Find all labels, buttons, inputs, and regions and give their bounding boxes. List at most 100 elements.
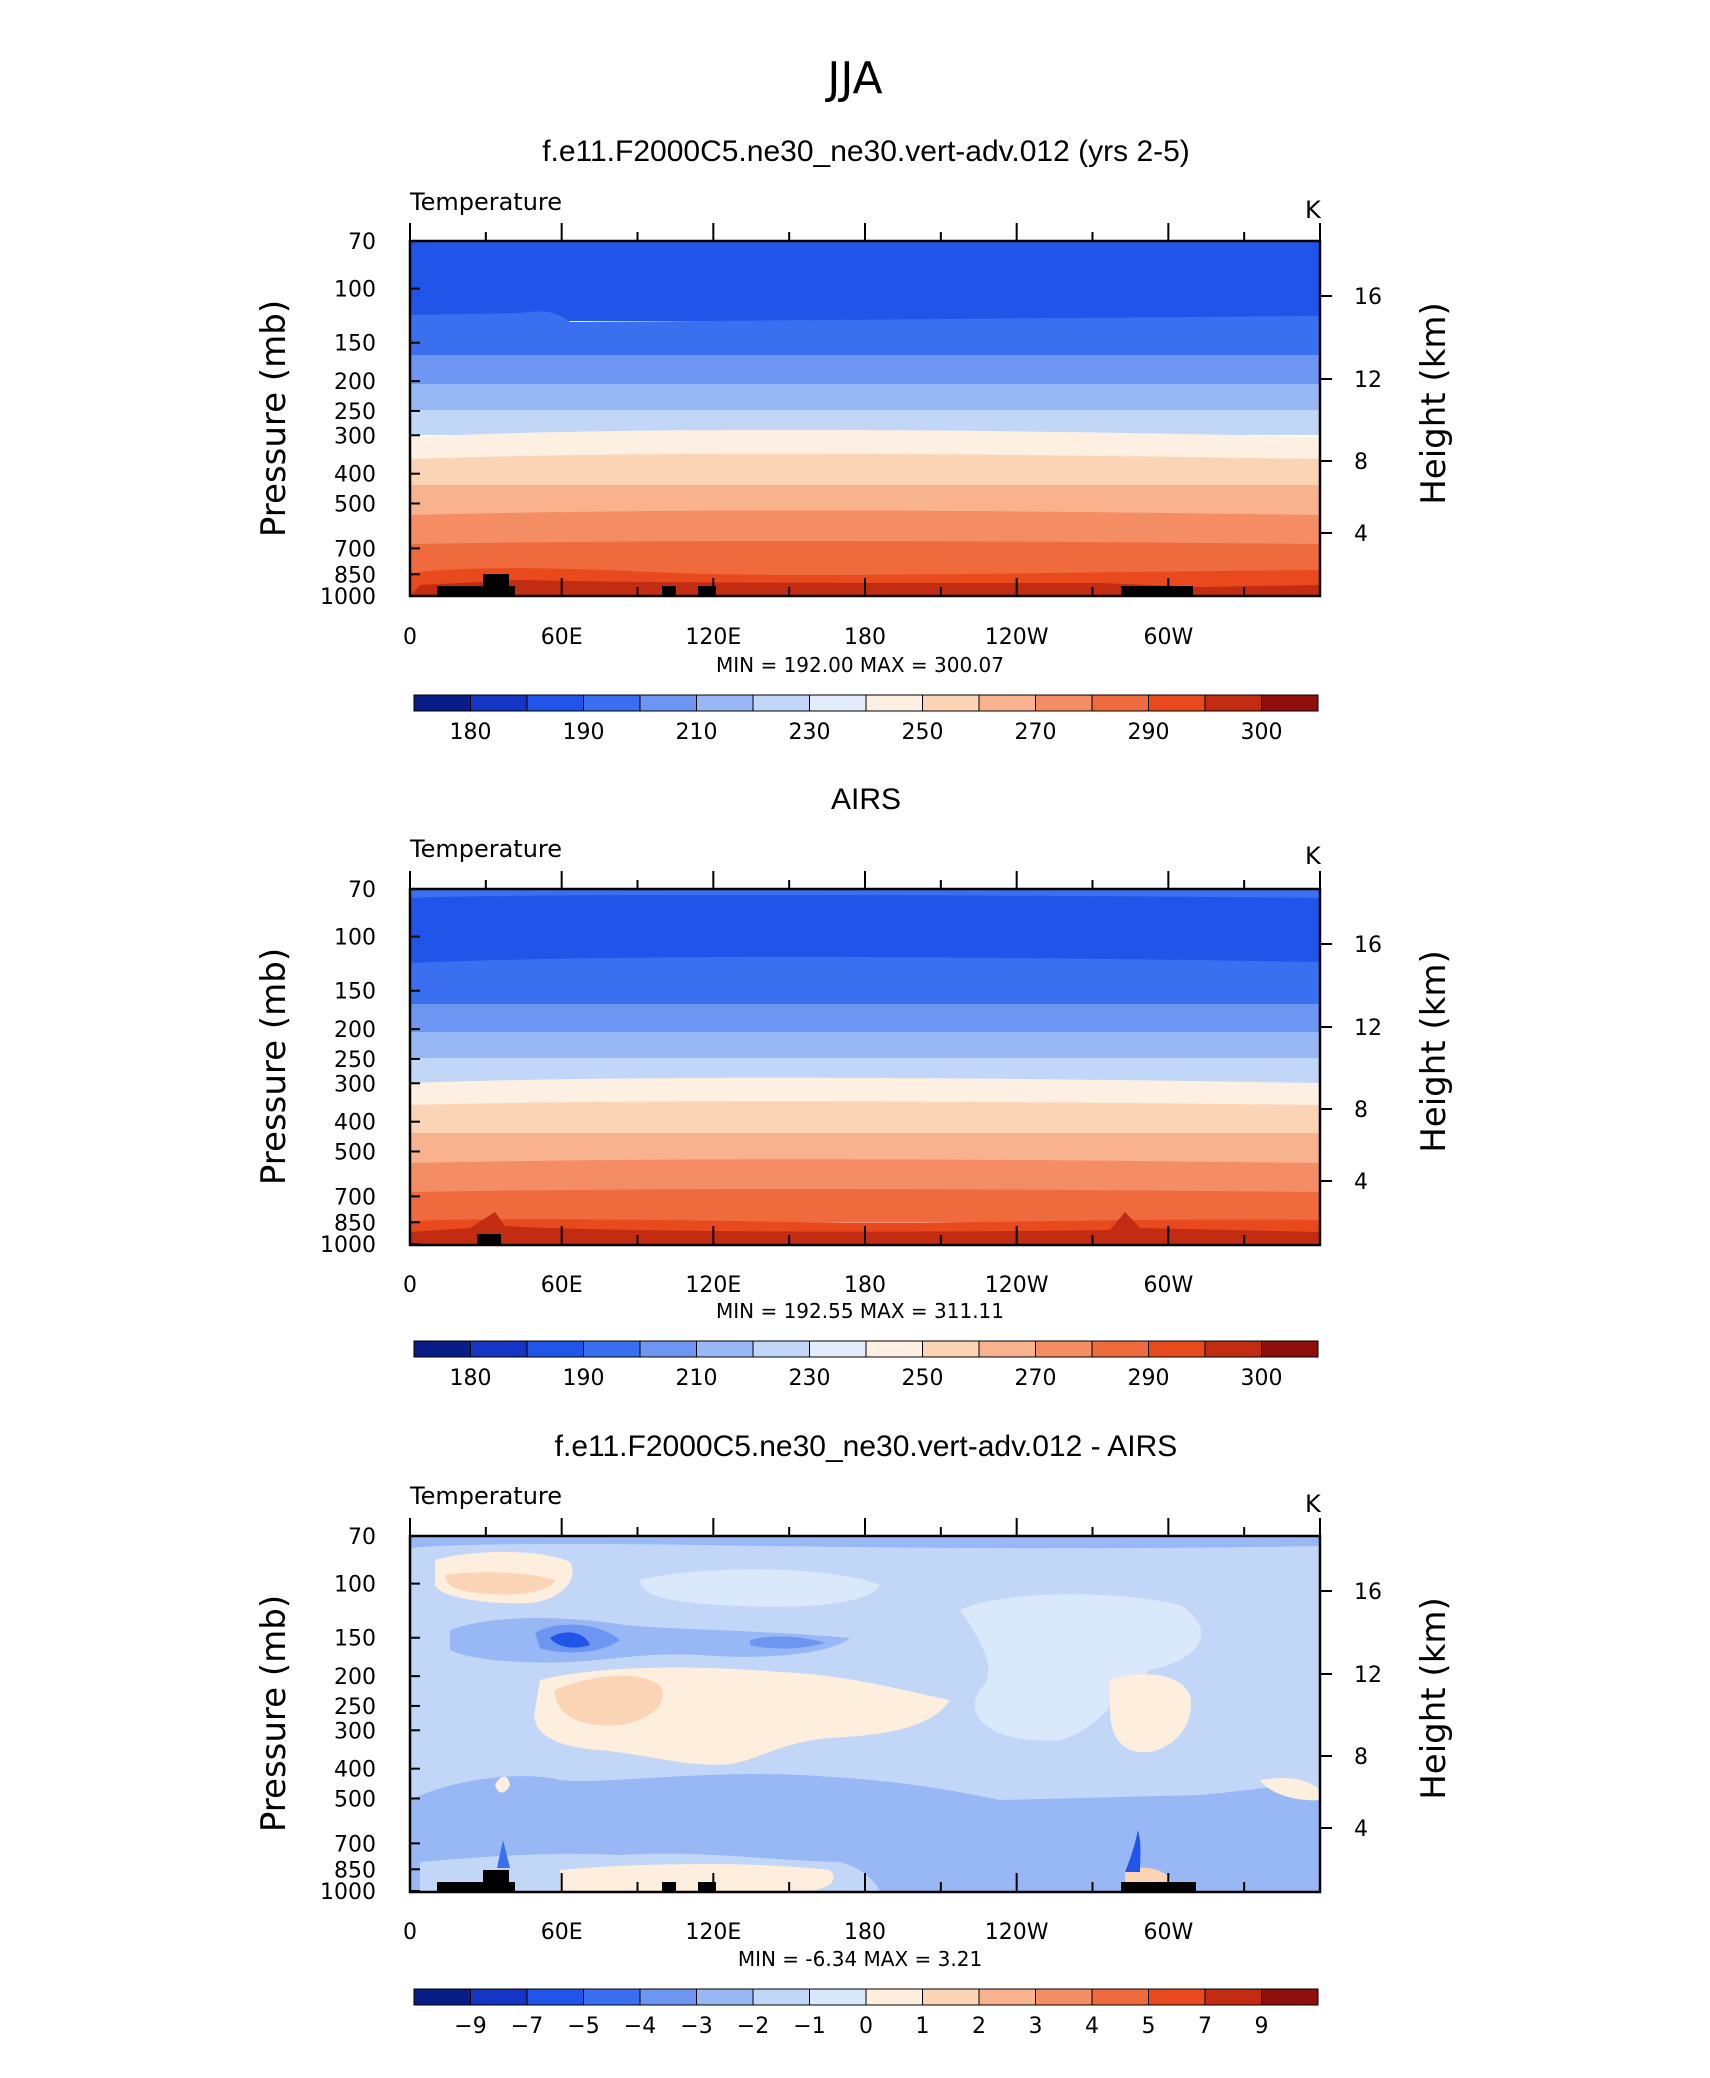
colorbar-swatch xyxy=(922,694,980,712)
colorbar-label: −2 xyxy=(737,2014,769,2039)
pressure-tick-label: 300 xyxy=(334,424,376,449)
pressure-tick-label: 250 xyxy=(334,1048,376,1073)
colorbar-swatch xyxy=(1035,1340,1093,1358)
colorbar-label: 190 xyxy=(563,720,605,745)
band xyxy=(410,1133,1320,1163)
colorbar-label: 250 xyxy=(902,720,944,745)
band xyxy=(410,1101,1320,1135)
colorbar-swatch xyxy=(1261,1988,1319,2006)
colorbar-swatch xyxy=(639,1988,697,2006)
band xyxy=(410,485,1320,515)
pressure-tick-label: 250 xyxy=(334,1695,376,1720)
colorbar-swatch xyxy=(526,1988,584,2006)
band xyxy=(410,895,1320,965)
lon-tick-label: 120E xyxy=(685,1920,741,1945)
y-axis-title: Pressure (mb) xyxy=(254,948,294,1185)
region xyxy=(960,1594,1202,1741)
colorbar-label: 180 xyxy=(450,720,492,745)
y2-axis-title: Height (km) xyxy=(1414,950,1454,1153)
pressure-tick-label: 150 xyxy=(334,980,376,1005)
lon-tick-label: 180 xyxy=(844,1920,886,1945)
lon-tick-label: 120E xyxy=(685,625,741,650)
colorbar-swatch xyxy=(1091,1340,1149,1358)
colorbar-label: 300 xyxy=(1241,1366,1283,1391)
colorbar-swatch xyxy=(413,1988,471,2006)
region xyxy=(560,1864,834,1892)
pressure-tick-label: 850 xyxy=(334,1211,376,1236)
colorbar-swatch xyxy=(809,1340,867,1358)
colorbar: −9 −7 −5 −4 −3 −2 −1 0 1 2 3 4 5 7 9 xyxy=(413,1988,1319,2039)
colorbar-label: 250 xyxy=(902,1366,944,1391)
colorbar-swatch xyxy=(1035,694,1093,712)
colorbar-label: 9 xyxy=(1255,2014,1269,2039)
height-tick-label: 16 xyxy=(1354,1580,1382,1605)
height-tick-label: 16 xyxy=(1354,285,1382,310)
colorbar-label: 290 xyxy=(1128,720,1170,745)
band xyxy=(410,384,1320,411)
colorbar-label: 7 xyxy=(1198,2014,1212,2039)
colorbar-label: 3 xyxy=(1029,2014,1043,2039)
colorbar-label: 180 xyxy=(450,1366,492,1391)
lon-tick-label: 0 xyxy=(403,1273,417,1298)
colorbar-swatch xyxy=(922,1340,980,1358)
panel-3: f.e11.F2000C5.ne30_ne30.vert-adv.012 - A… xyxy=(254,1430,1454,2039)
region xyxy=(640,1569,880,1607)
lon-tick-label: 60W xyxy=(1143,1273,1193,1298)
colorbar-swatch xyxy=(752,694,810,712)
minmax-stats: MIN = -6.34 MAX = 3.21 xyxy=(738,1947,982,1971)
colorbar-label: −5 xyxy=(567,2014,599,2039)
colorbar-label: 290 xyxy=(1128,1366,1170,1391)
variable-label: Temperature xyxy=(409,188,562,216)
band xyxy=(410,453,1320,486)
lon-tick-label: 60E xyxy=(541,1273,583,1298)
colorbar-swatch xyxy=(752,1988,810,2006)
band xyxy=(410,1004,1320,1034)
colorbar-label: −3 xyxy=(680,2014,712,2039)
colorbar-swatch xyxy=(639,1340,697,1358)
plot-area xyxy=(410,241,1320,596)
lon-tick-label: 0 xyxy=(403,625,417,650)
lon-tick-label: 60E xyxy=(541,1920,583,1945)
colorbar-label: 270 xyxy=(1015,1366,1057,1391)
variable-label: Temperature xyxy=(409,835,562,863)
pressure-tick-label: 150 xyxy=(334,1627,376,1652)
units-label: K xyxy=(1305,1490,1322,1518)
page-title: JJA xyxy=(824,53,882,104)
terrain xyxy=(437,574,1193,596)
y2-axis-title: Height (km) xyxy=(1414,302,1454,505)
band xyxy=(410,541,1320,575)
colorbar-swatch xyxy=(413,1340,471,1358)
colorbar-swatch xyxy=(1035,1988,1093,2006)
colorbar-label: −1 xyxy=(793,2014,825,2039)
pressure-tick-label: 200 xyxy=(334,370,376,395)
colorbar-label: 2 xyxy=(972,2014,986,2039)
band xyxy=(410,429,1320,461)
band xyxy=(410,311,1320,362)
minmax-stats: MIN = 192.00 MAX = 300.07 xyxy=(716,653,1004,677)
band xyxy=(410,241,1320,321)
plot-area xyxy=(410,889,1320,1245)
plot-area xyxy=(410,1536,1320,1892)
colorbar: 180 190 210 230 250 270 290 300 xyxy=(413,1340,1319,1391)
band xyxy=(410,1536,1320,1549)
colorbar-swatch xyxy=(1261,1340,1319,1358)
panel-1: f.e11.F2000C5.ne30_ne30.vert-adv.012 (yr… xyxy=(254,135,1454,745)
colorbar-swatch xyxy=(1204,694,1262,712)
colorbar-swatch xyxy=(1148,1988,1206,2006)
colorbar: 180 190 210 230 250 270 290 300 xyxy=(413,694,1319,745)
band xyxy=(410,1032,1320,1059)
band xyxy=(410,1159,1320,1193)
colorbar-swatch xyxy=(752,1340,810,1358)
colorbar-swatch xyxy=(1148,694,1206,712)
colorbar-swatch xyxy=(865,1988,923,2006)
colorbar-swatch xyxy=(696,1988,754,2006)
colorbar-swatch xyxy=(470,1988,528,2006)
colorbar-swatch xyxy=(583,694,641,712)
band xyxy=(410,956,1320,1008)
colorbar-swatch xyxy=(978,694,1036,712)
colorbar-label: 0 xyxy=(859,2014,873,2039)
band xyxy=(410,1189,1320,1222)
height-tick-label: 8 xyxy=(1354,450,1368,475)
